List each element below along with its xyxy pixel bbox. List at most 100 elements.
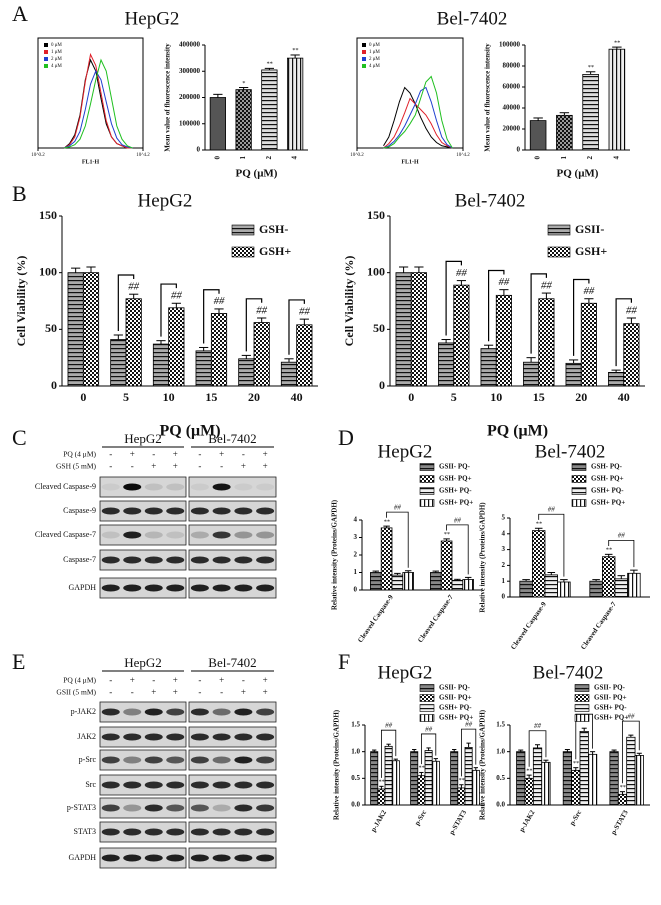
condition-sign: - [109,461,112,471]
legend-label: GSH+ PQ+ [591,499,625,507]
x-tick-label: 0 [213,156,221,160]
x-tick-label: 1 [239,156,247,160]
x-tick-label: p-STAT3 [609,808,630,836]
x-tick-label: 10^4.2 [456,153,470,158]
chart-title: HepG2 [125,8,180,29]
blot-band [190,584,209,592]
bracket [528,730,547,767]
panel-label: F [338,649,350,674]
significance-label: ** [383,518,390,525]
x-tick-label: 1 [560,156,568,160]
legend-label: GSH- PQ- [591,463,623,471]
blot-band [101,507,120,515]
legend-label: GSII- PQ+ [439,694,472,702]
legend-label: GSII- PQ- [594,684,626,692]
legend-label: GSH+ PQ+ [594,714,628,722]
y-tick-label: 0 [517,146,521,154]
condition-sign: + [263,461,268,471]
y-tick-label: 50 [45,321,57,335]
bar [453,284,470,387]
blot-band [256,531,275,539]
blot-row-label: Caspase-9 [63,506,96,515]
bar [210,313,228,387]
bar [529,120,547,151]
legend-swatch [419,475,435,483]
legend-swatch [362,50,366,54]
blot-band [123,507,142,515]
y-tick-label: 2 [354,551,358,559]
x-tick-label: Cleaved Caspase-7 [579,600,618,651]
bracket-label: ## [627,713,635,721]
blot-band [256,483,275,491]
x-tick-label: 0 [80,390,86,404]
blot-strip [188,476,277,498]
bracket [615,298,632,367]
legend-label: GSH+ PQ+ [439,499,473,507]
blot-band [190,781,209,789]
condition-sign: + [151,461,156,471]
legend-swatch [44,64,48,68]
blot-band [190,708,209,716]
blot-band [101,556,120,564]
bracket [288,299,305,355]
blot-band [190,483,209,491]
legend-label: 0 μM [369,43,380,48]
blot-band [234,507,253,515]
bar [110,339,127,387]
x-tick-label: 5 [451,390,457,404]
blot-band [166,781,185,789]
legend-swatch [574,704,590,712]
bar [380,527,393,591]
blot-band [190,828,209,836]
y-tick-label: 0 [354,586,358,594]
x-tick-label: 40 [291,390,303,404]
blot-band [234,781,253,789]
y-axis-label: Cell Viability (%) [14,256,28,347]
legend-label: GSH+ PQ- [439,704,472,712]
significance-label: ** [606,547,613,554]
blot-strip [188,847,277,869]
blot-row-label: Caspase-7 [63,555,96,564]
blot-band [144,531,163,539]
condition-label: PQ (4 μM) [63,676,96,685]
blot-band [123,854,142,862]
histogram-curve [64,52,133,149]
x-tick-label: 5 [123,390,129,404]
bar [370,751,379,806]
chart-title: Bel-7402 [455,190,526,211]
bar [608,371,625,387]
bar [589,580,603,598]
legend-label: GSII- PQ+ [594,694,627,702]
legend-swatch [44,50,48,54]
y-tick-label: 1.5 [496,721,505,729]
bar [67,272,84,387]
blot-band [234,531,253,539]
plot-frame [37,37,144,149]
condition-sign: + [151,687,156,697]
legend-label: 1 μM [369,50,380,55]
condition-sign: + [173,675,178,685]
blot-band [166,584,185,592]
y-tick-label: 100000 [179,119,201,127]
bar [429,572,442,591]
x-tick-label: 10^0.2 [350,153,364,158]
blot-strip [99,476,187,498]
x-tick-label: 4 [612,156,620,160]
blot-band [123,756,142,764]
x-tick-label: 10 [163,390,175,404]
condition-sign: + [241,461,246,471]
panel-label: A [12,1,28,26]
condition-sign: + [263,449,268,459]
blot-strip [99,749,187,771]
blot-band [144,781,163,789]
legend-swatch [419,463,435,471]
bar [235,89,252,151]
bar [462,579,474,591]
significance-label: ** [266,61,273,68]
x-tick-label: 40 [618,390,630,404]
y-tick-label: 4 [502,529,506,537]
legend-swatch [44,43,48,47]
histogram-curve [63,58,133,149]
significance-label: ** [458,777,465,784]
bar [438,342,455,387]
